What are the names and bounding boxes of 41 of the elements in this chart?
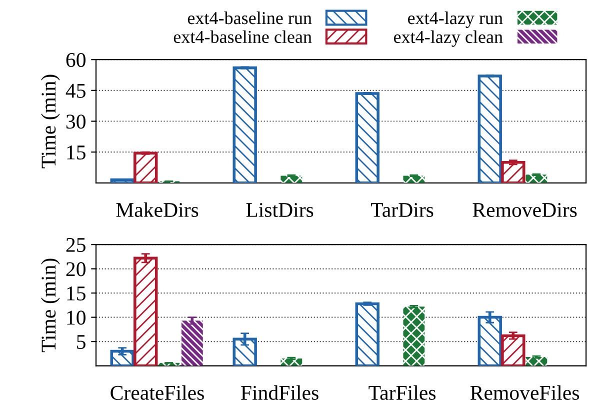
y-axis-title: Time (min) bbox=[41, 74, 60, 168]
legend-label: ext4-baseline clean bbox=[174, 30, 312, 44]
legend-label: ext4-baseline run bbox=[188, 11, 312, 24]
bar bbox=[403, 306, 425, 366]
y-tick-label: 10 bbox=[67, 310, 86, 325]
x-tick-label: TarFiles bbox=[368, 385, 436, 400]
bar bbox=[478, 316, 502, 366]
bar bbox=[232, 66, 257, 183]
x-tick-label: RemoveFiles bbox=[470, 385, 580, 400]
x-tick-label: CreateFiles bbox=[110, 385, 204, 400]
bar bbox=[280, 358, 302, 366]
bar bbox=[181, 320, 203, 366]
bar bbox=[134, 256, 158, 366]
bar bbox=[526, 357, 548, 366]
bar bbox=[501, 334, 526, 366]
legend-label: ext4-lazy run bbox=[408, 11, 503, 28]
x-tick-label: ListDirs bbox=[246, 203, 314, 217]
y-tick-label: 60 bbox=[66, 52, 86, 68]
bar bbox=[232, 338, 257, 366]
y-tick-label: 5 bbox=[77, 335, 86, 349]
y-tick-label: 20 bbox=[66, 262, 86, 276]
bar bbox=[501, 160, 526, 183]
x-tick-label: MakeDirs bbox=[116, 202, 198, 217]
bar bbox=[403, 176, 425, 183]
bar bbox=[280, 176, 302, 183]
y-tick-label: 15 bbox=[67, 286, 86, 300]
y-tick-label: 30 bbox=[66, 114, 86, 129]
y-axis-title: Time (min) bbox=[41, 258, 60, 352]
bar bbox=[134, 152, 158, 183]
x-tick-label: FindFiles bbox=[241, 385, 318, 400]
legend-label: ext4-lazy clean bbox=[394, 30, 503, 47]
bar bbox=[478, 74, 502, 183]
bar bbox=[355, 92, 380, 183]
y-tick-label: 45 bbox=[66, 84, 86, 98]
bar bbox=[526, 174, 548, 183]
bar bbox=[355, 302, 380, 366]
bar bbox=[110, 350, 134, 366]
x-tick-label: RemoveDirs bbox=[472, 203, 577, 217]
y-tick-label: 15 bbox=[67, 146, 86, 160]
y-tick-label: 25 bbox=[66, 238, 86, 252]
x-tick-label: TarDirs bbox=[371, 203, 434, 217]
